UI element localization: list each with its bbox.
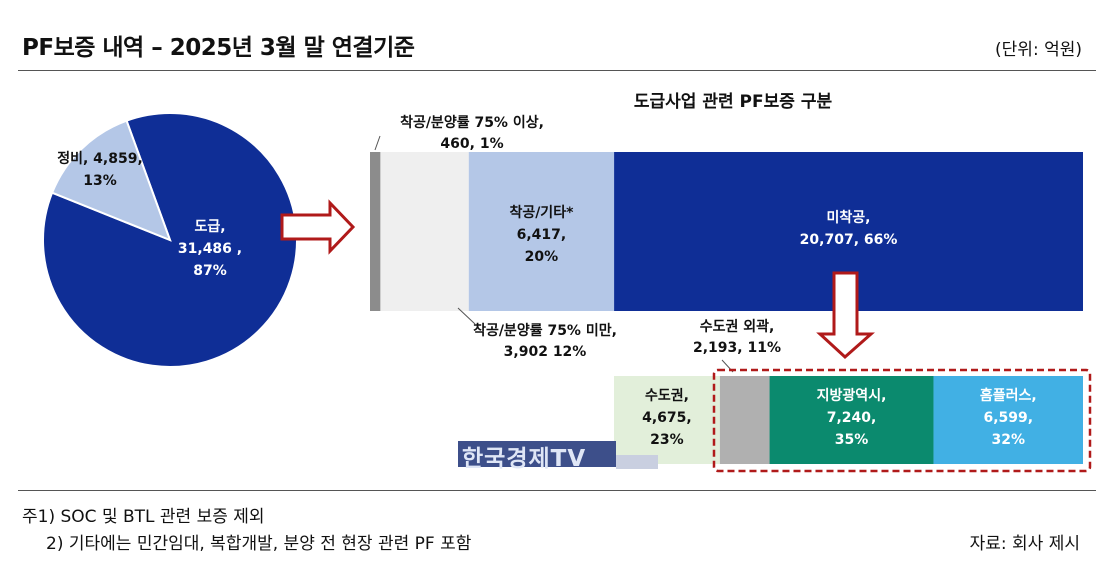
highlight-box [712, 368, 1092, 473]
bar2-stacked: 수도권, 4,675, 23%수도권 외곽, 2,193, 11% 지방광역시, 7,24… [614, 318, 1083, 464]
top-divider [18, 70, 1096, 71]
bar1-segment-1 [380, 152, 469, 311]
source-label: 자료: 회사 제시 [969, 534, 1080, 554]
bar2-segment-2 [769, 376, 934, 464]
unit-label: (단위: 억원) [995, 40, 1082, 60]
bar2-segment-3 [933, 376, 1083, 464]
bar2-segment-1 [719, 376, 770, 464]
bar1-label-75-above: 착공/분양률 75% 이상, 460, 1% [400, 114, 544, 152]
bar2-label-homeplus: 홈플러스, 6,599, 32% [980, 387, 1037, 448]
bar1-title: 도급사업 관련 PF보증 구분 [634, 92, 833, 112]
bar1-segment-2 [468, 152, 615, 311]
bar2-label-outer: 수도권 외곽, 2,193, 11% [693, 318, 781, 356]
pie-label-jeongbi: 정비, 4,859, 13% [57, 150, 143, 189]
bar1-segment-0 [370, 152, 381, 311]
pie-chart: 도급, 31,486 , 87% 정비, 4,859, 13% [42, 112, 298, 368]
bar1-label-etc: 착공/기타* 6,417, 20% [509, 204, 574, 265]
leader-line [374, 135, 381, 151]
bottom-divider [18, 490, 1096, 491]
bar1-label-75-below: 착공/분양률 75% 미만, 3,902 12% [473, 322, 617, 360]
bar2-label-metro: 지방광역시, 7,240, 35% [817, 387, 887, 448]
pie-label-dogeup: 도급, 31,486 , 87% [178, 219, 242, 279]
bar2-label-capital: 수도권, 4,675, 23% [642, 388, 692, 448]
leader-line [457, 307, 476, 325]
bar2-segment-0 [614, 376, 720, 464]
right-arrow-icon [280, 199, 356, 255]
watermark-text: 한국경제TV [462, 446, 587, 472]
footnote-1: 주1) SOC 및 BTL 관련 보증 제외 [22, 507, 265, 527]
page-title: PF보증 내역 – 2025년 3월 말 연결기준 [22, 35, 415, 61]
bar1-label-unstarted: 미착공, 20,707, 66% [800, 209, 898, 248]
down-arrow-icon [816, 271, 875, 360]
pie-slice-jeongbi [50, 119, 172, 242]
footnote-2: 2) 기타에는 민간임대, 복합개발, 분양 전 현장 관련 PF 포함 [46, 534, 472, 554]
watermark: 한국경제TV [458, 439, 658, 472]
